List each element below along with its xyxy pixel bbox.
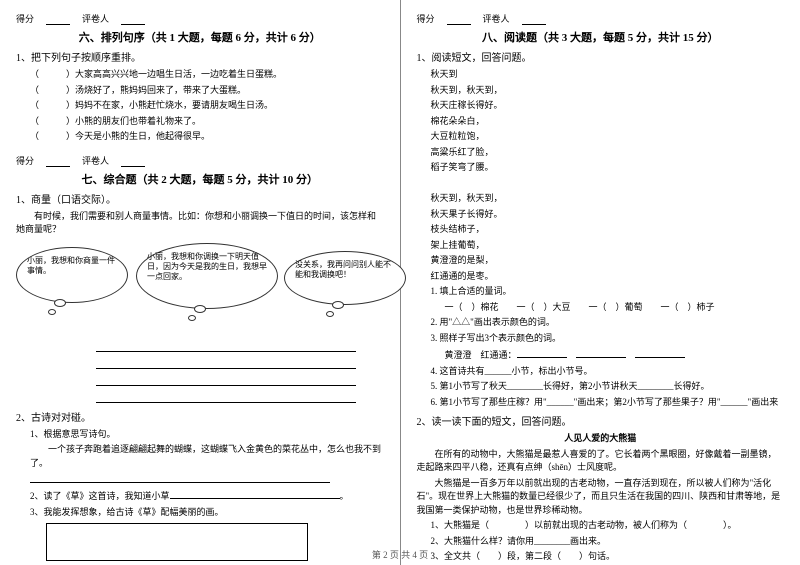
bubble-2: 小丽，我想和你调换一下明天值日，因为今天是我的生日，我想早一点回家。 [136,243,278,309]
poem-line: 架上挂葡萄， [431,239,785,253]
poem-line: 枝头结柿子， [431,223,785,237]
sentence-line: （ ）妈妈不在家，小熊赶忙烧水，要请朋友喝生日汤。 [16,99,384,113]
story-p2: 大熊猫是一百多万年以前就出现的古老动物，一直存活到现在，所以被人们称为"活化石"… [417,477,785,518]
story-title: 人见人爱的大熊猫 [417,432,785,446]
bubble-3: 没关系，我再问问别人能不能和我调换吧！ [284,251,406,305]
score-box-8: 得分 评卷人 [417,12,785,25]
q7-2-title: 2、古诗对对碰。 [16,411,384,426]
grader-label: 评卷人 [82,154,109,167]
q8-1-sub6: 6. 第1小节写了那些庄稼？用"______"画出来；第2小节写了那些果子？用"… [417,396,785,410]
poem-line: 秋天庄稼长得好。 [431,99,785,113]
q8-1-title: 1、阅读短文，回答问题。 [417,51,785,66]
score-label: 得分 [417,12,435,25]
story-s2: 2、大熊猫什么样？请你用________画出来。 [417,535,785,549]
section-8-title: 八、阅读题（共 3 大题，每题 5 分，共计 15 分） [417,29,785,45]
story-s1: 1、大熊猫是（ ）以前就出现的古老动物，被人们称为（ ）。 [417,519,785,533]
poem-line: 棉花朵朵白， [431,115,785,129]
page-footer: 第 2 页 共 4 页 [0,548,800,561]
section-7-title: 七、综合题（共 2 大题，每题 5 分，共计 10 分） [16,171,384,187]
q7-2-3: 3、我能发挥想象，给古诗《草》配幅美丽的画。 [16,506,384,520]
poem-line: 黄澄澄的是梨， [431,254,785,268]
q6-1: 1、把下列句子按顺序重排。 [16,51,384,66]
score-box-7: 得分 评卷人 [16,154,384,167]
score-label: 得分 [16,154,34,167]
poem-line: 秋天到，秋天到， [431,84,785,98]
poem-line: 秋天果子长得好。 [431,208,785,222]
answer-lines [16,339,384,403]
poem-line: 大豆粒粒饱， [431,130,785,144]
q7-2-2: 2、读了《草》这首诗，我知道小草 [30,491,170,501]
poem-line: 秋天到，秋天到， [431,192,785,206]
q8-1-sub1-line: 一（ ）棉花 一（ ）大豆 一（ ）葡萄 一（ ）柿子 [417,301,785,315]
q8-1-sub2: 2. 用"△△"画出表示颜色的词。 [417,316,785,330]
sentence-line: （ ）小熊的朋友们也带着礼物来了。 [16,115,384,129]
q7-2-1: 1、根据意思写诗句。 [16,428,384,442]
poem: 秋天到秋天到，秋天到，秋天庄稼长得好。棉花朵朵白，大豆粒粒饱，高粱乐红了脸，稻子… [417,68,785,283]
poem-line: 高粱乐红了脸， [431,146,785,160]
q8-1-sub5: 5. 第1小节写了秋天________长得好，第2小节讲秋天________长得… [417,380,785,394]
grader-label: 评卷人 [483,12,510,25]
q8-1-sub1: 1. 填上合适的量词。 [417,285,785,299]
poem-line: 红通通的是枣。 [431,270,785,284]
sentence-line: （ ）大家高高兴兴地一边唱生日活，一边吃着生日蛋糕。 [16,68,384,82]
grader-label: 评卷人 [82,12,109,25]
sentence-line: （ ）汤烧好了，熊妈妈回来了，带来了大蛋糕。 [16,84,384,98]
score-label: 得分 [16,12,34,25]
poem-line: 稻子笑弯了腰。 [431,161,785,175]
speech-bubbles: 小丽，我想和你商量一件事情。 小丽，我想和你调换一下明天值日，因为今天是我的生日… [16,243,384,333]
q8-2-title: 2、读一读下面的短文，回答问题。 [417,415,785,430]
q8-1-sub3-line: 黄澄澄 红通通： [445,350,517,360]
bubble-1: 小丽，我想和你商量一件事情。 [16,247,128,303]
poem-line [431,177,785,191]
q7-1-title: 1、商量（口语交际）。 [16,193,384,208]
story-p1: 在所有的动物中，大熊猫是最惹人喜爱的了。它长着两个黑眼圈，好像戴着一副墨镜，走起… [417,448,785,475]
poem-line: 秋天到 [431,68,785,82]
q8-1-sub3: 3. 照样子写出3个表示颜色的词。 [417,332,785,346]
q7-2-1-body: 一个孩子奔跑着追逐翩翩起舞的蝴蝶，这蝴蝶飞入金黄色的菜花丛中，怎么也我不到了。 [16,443,384,470]
sentence-line: （ ）今天是小熊的生日，他起得很早。 [16,130,384,144]
q7-1-body: 有时候，我们需要和别人商量事情。比如：你想和小丽调换一下值日的时间，该怎样和她商… [16,210,384,237]
q8-1-sub4: 4. 这首诗共有______小节，标出小节号。 [417,365,785,379]
section-6-title: 六、排列句序（共 1 大题，每题 6 分，共计 6 分） [16,29,384,45]
score-box-6: 得分 评卷人 [16,12,384,25]
